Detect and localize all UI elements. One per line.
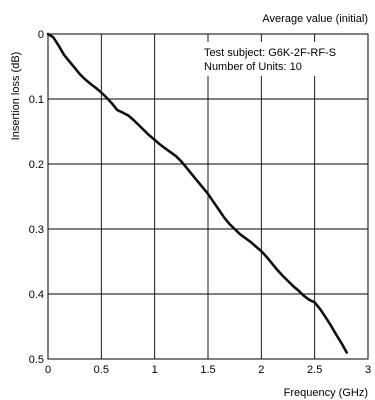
x-tick-label: 1.5 xyxy=(200,364,215,376)
series-line xyxy=(46,32,348,354)
y-tick-label: 0.3 xyxy=(29,224,44,236)
y-tick-labels: 0 0.1 0.2 0.3 0.4 0.5 xyxy=(29,29,44,366)
x-axis-title: Frequency (GHz) xyxy=(284,387,368,399)
annotation-test-subject: Test subject: G6K-2F-RF-S xyxy=(204,47,336,59)
y-tick-label: 0.2 xyxy=(29,159,44,171)
x-tick-label: 0.5 xyxy=(94,364,109,376)
x-tick-label: 0 xyxy=(45,364,51,376)
x-tick-label: 2 xyxy=(258,364,264,376)
y-tick-label: 0.5 xyxy=(29,354,44,366)
y-tick-label: 0 xyxy=(38,29,44,41)
x-tick-label: 3 xyxy=(365,364,371,376)
chart-title: Average value (initial) xyxy=(262,13,368,25)
x-tick-labels: 0 0.5 1 1.5 2 2.5 3 xyxy=(45,364,371,376)
annotation-background xyxy=(200,42,366,76)
x-tick-label: 2.5 xyxy=(307,364,322,376)
y-axis-title: Insertion loss (dB) xyxy=(10,52,22,141)
x-tick-label: 1 xyxy=(152,364,158,376)
y-tick-label: 0.1 xyxy=(29,94,44,106)
annotation-number-of-units: Number of Units: 10 xyxy=(204,61,302,73)
y-tick-label: 0.4 xyxy=(29,289,44,301)
plot-area xyxy=(47,33,369,360)
